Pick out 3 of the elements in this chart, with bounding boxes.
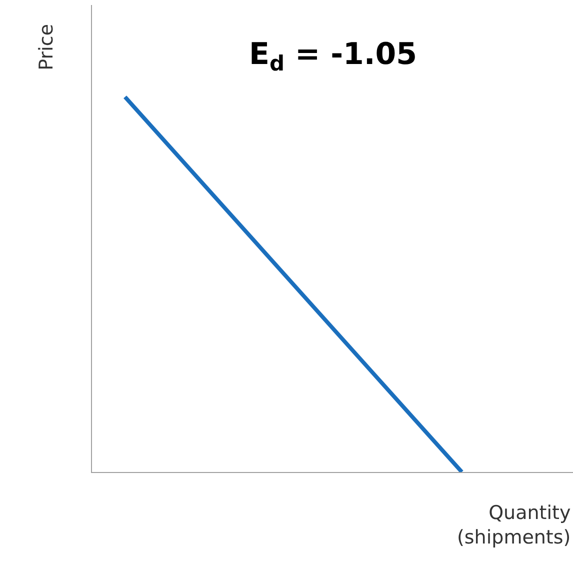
- y-axis-title: Price: [35, 24, 58, 70]
- x-axis-title: Quantity (shipments): [457, 502, 571, 549]
- text: E$_{d}$ = -1.05: [249, 37, 418, 76]
